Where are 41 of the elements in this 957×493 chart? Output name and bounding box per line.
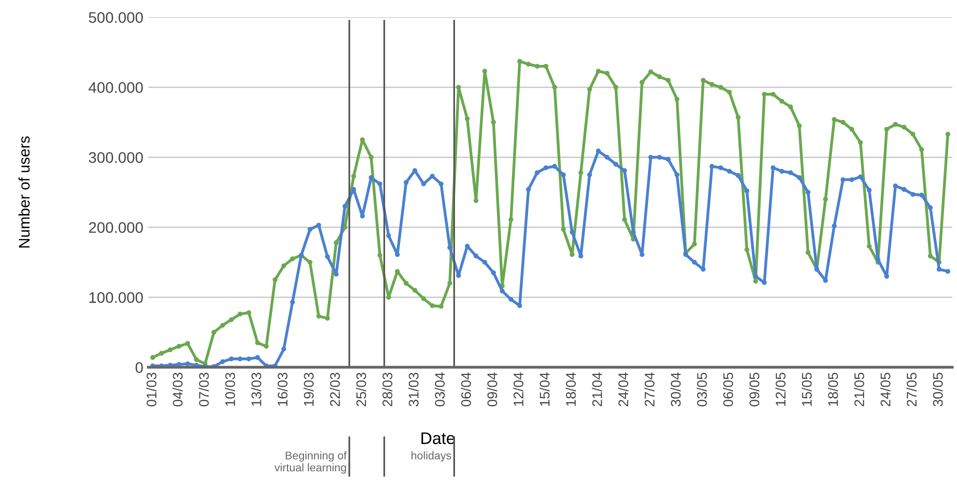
x-tick-label: 03/05 [696,372,707,406]
y-axis-title: Number of users [18,136,30,248]
x-tick-label: 18/04 [566,372,576,406]
x-tick-label: 10/03 [224,372,236,406]
x-tick-label: 12/04 [513,372,524,406]
x-tick-label: 27/05 [906,372,917,406]
y-tick-label: 500.000 [88,12,143,23]
x-tick-label: 30/04 [670,372,681,406]
x-tick-label: 19/03 [304,372,314,406]
x-tick-label: 15/04 [539,372,550,406]
y-tick-label: 100.000 [89,292,143,303]
x-tick-label: 04/03 [172,372,183,406]
x-tick-label: 06/05 [722,372,734,406]
x-tick-label: 16/03 [277,372,288,406]
x-tick-label: 21/04 [592,372,602,406]
x-tick-label: 22/03 [330,372,340,406]
x-tick-label: 24/05 [880,372,890,406]
x-tick-label: 07/03 [198,372,209,406]
x-tick-label: 18/05 [828,372,838,406]
x-tick-label: 15/05 [802,372,812,406]
x-tick-label: 09/05 [749,372,760,406]
x-tick-label: 13/03 [251,372,262,406]
x-tick-label: 06/04 [460,372,471,406]
y-tick-label: 400.000 [88,82,143,93]
x-tick-label: 03/04 [434,372,445,406]
y-tick-label: 300.000 [88,152,143,163]
y-tick-label: 200.000 [89,222,143,233]
x-tick-label: 21/05 [854,372,864,406]
x-tick-label: 25/03 [356,372,366,406]
x-tick-label: 28/03 [382,372,392,406]
text: Beginning of virtual learning [274,451,347,474]
x-tick-label: 24/04 [618,372,628,406]
x-tick-label: 01/03 [146,372,156,406]
text: holidays [412,451,452,462]
x-tick-label: 31/03 [408,372,419,406]
x-tick-label: 12/05 [775,372,786,406]
x-tick-label: 30/05 [932,372,943,406]
x-tick-label: 27/04 [644,372,654,406]
y-tick-label: 0 [136,362,143,373]
x-axis-title: Date [421,432,455,444]
x-tick-label: 09/04 [487,372,498,406]
